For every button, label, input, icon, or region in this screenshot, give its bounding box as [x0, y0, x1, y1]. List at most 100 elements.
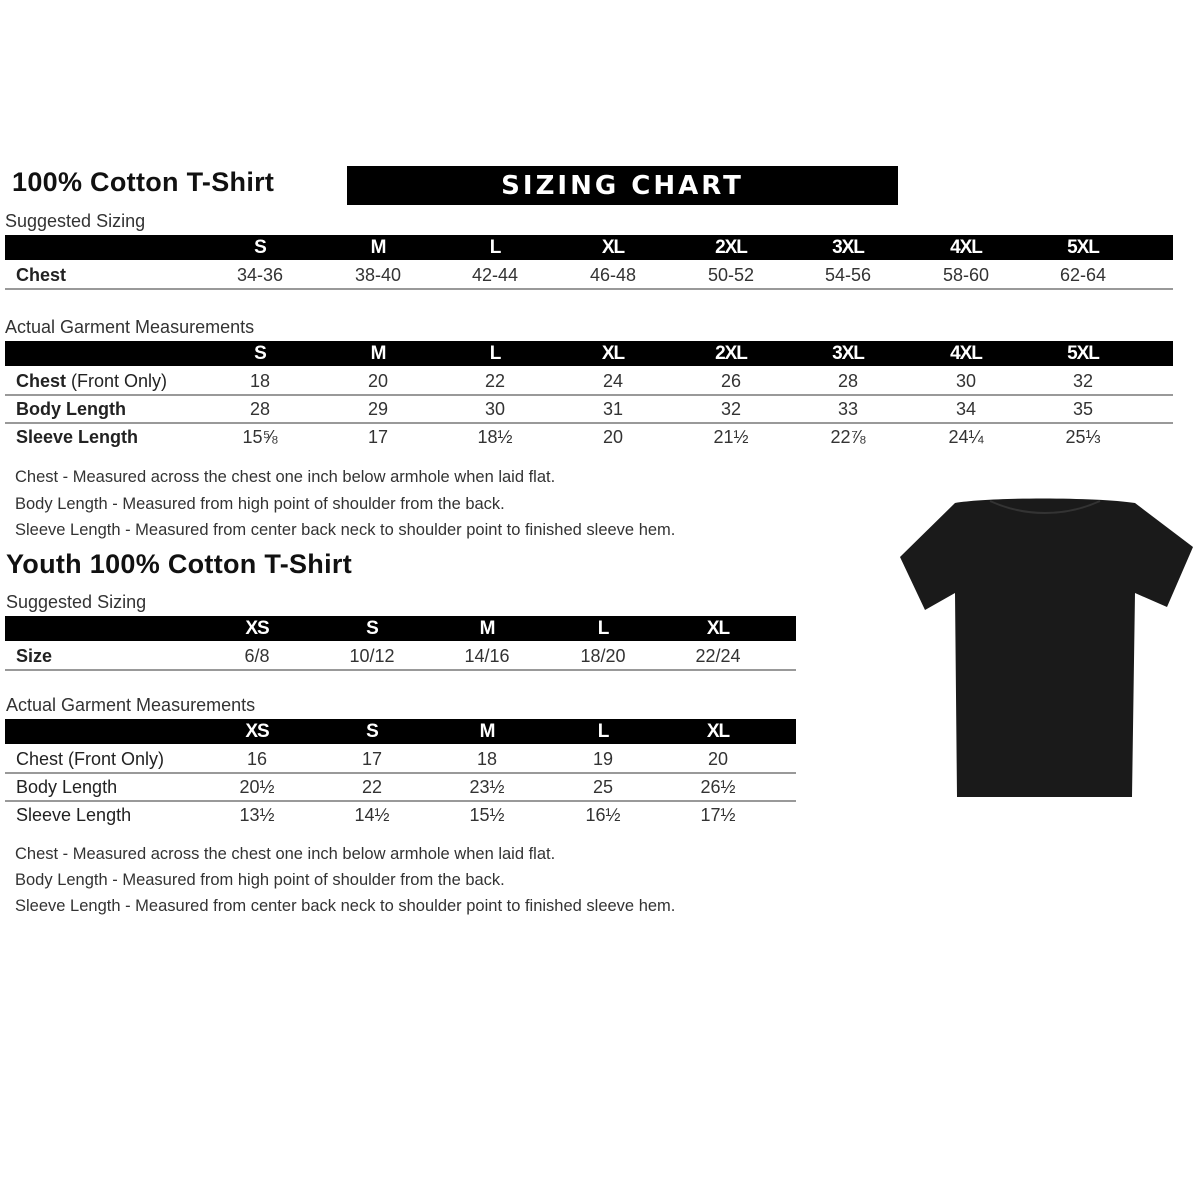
row-label-main: Chest [16, 265, 67, 285]
cell-m: 20 [367, 371, 389, 391]
adult-note-sleeve: Sleeve Length - Measured from center bac… [15, 521, 676, 539]
table-row: Chest (Front Only) 16 17 18 19 20 [5, 745, 796, 773]
cell-5xl: 35 [1072, 399, 1094, 419]
cell-xl: 46-48 [589, 265, 637, 285]
table-row: Sleeve Length 13½ 14½ 15½ 16½ 17½ [5, 801, 796, 829]
row-divider [5, 800, 796, 802]
row-label: Chest (Front Only) [16, 745, 164, 773]
row-label-detail: (Front Only) [66, 371, 168, 391]
table-row: Body Length 20½ 22 23½ 25 26½ [5, 773, 796, 801]
row-label: Chest [16, 261, 66, 289]
row-label-main: Body Length [16, 399, 126, 419]
size-header-5xl: 5XL [1067, 343, 1100, 364]
cell-3xl: 54-56 [824, 265, 872, 285]
youth-note-sleeve: Sleeve Length - Measured from center bac… [15, 897, 676, 915]
cell-s: 17 [361, 749, 383, 769]
cell-l: 18/20 [580, 646, 626, 666]
cell-4xl: 30 [955, 371, 977, 391]
table-row: Sleeve Length 15⅝ 17 18½ 20 21½ 22⅞ 24¼ 25⅓ [5, 423, 1173, 451]
cell-xs: 13½ [239, 805, 275, 825]
cell-xs: 16 [246, 749, 268, 769]
row-divider [5, 422, 1173, 424]
row-label-main: Chest [16, 371, 67, 391]
youth-suggested-label: Suggested Sizing [6, 592, 147, 612]
row-label: Size [16, 642, 52, 670]
row-label: Sleeve Length [16, 801, 131, 829]
cell-m: 18 [476, 749, 498, 769]
row-label-detail: Sleeve Length [16, 805, 132, 825]
cell-l: 30 [484, 399, 506, 419]
row-label-detail: Body Length [16, 777, 118, 797]
row-divider [5, 394, 1173, 396]
cell-m: 14/16 [464, 646, 510, 666]
cell-4xl: 34 [955, 399, 977, 419]
youth-note-body: Body Length - Measured from high point o… [15, 871, 505, 889]
size-header-l: L [489, 237, 502, 258]
cell-m: 38-40 [354, 265, 402, 285]
size-header-4xl: 4XL [950, 237, 983, 258]
tshirt-collar [989, 500, 1101, 514]
size-header-3xl: 3XL [832, 343, 865, 364]
cell-l: 18½ [477, 427, 513, 447]
cell-xl: 17½ [700, 805, 736, 825]
cell-3xl: 28 [837, 371, 859, 391]
cell-2xl: 32 [720, 399, 742, 419]
size-header-5xl: 5XL [1067, 237, 1100, 258]
size-header-m: M [370, 237, 387, 258]
cell-s: 28 [249, 399, 271, 419]
cell-l: 25 [592, 777, 614, 797]
cell-m: 15½ [469, 805, 505, 825]
size-header-l: L [597, 618, 610, 639]
cell-xl: 31 [602, 399, 624, 419]
cell-xs: 6/8 [244, 646, 270, 666]
adult-note-body: Body Length - Measured from high point o… [15, 495, 505, 513]
row-label: Body Length [16, 773, 117, 801]
size-header-2xl: 2XL [715, 237, 748, 258]
size-header-m: M [479, 618, 496, 639]
size-header-xs: XS [245, 618, 269, 639]
row-divider [5, 669, 796, 671]
cell-5xl: 25⅓ [1065, 427, 1101, 447]
table-row: Chest (Front Only) 18 20 22 24 26 28 30 32 [5, 367, 1173, 395]
tshirt-shape [900, 498, 1193, 797]
row-label-detail: Chest (Front Only) [16, 749, 165, 769]
size-header-bar: XS S M L XL [5, 719, 796, 744]
size-header-l: L [597, 721, 610, 742]
cell-s: 14½ [354, 805, 390, 825]
adult-note-chest: Chest - Measured across the chest one in… [15, 468, 556, 486]
size-header-s: S [254, 237, 267, 258]
cell-xl: 20 [602, 427, 624, 447]
size-header-4xl: 4XL [950, 343, 983, 364]
adult-suggested-label: Suggested Sizing [5, 211, 146, 231]
cell-5xl: 62-64 [1059, 265, 1107, 285]
adult-actual-label: Actual Garment Measurements [5, 317, 255, 337]
table-row: Chest 34-36 38-40 42-44 46-48 50-52 54-56 58-60… [5, 261, 1173, 289]
adult-title: 100% Cotton T-Shirt [12, 167, 275, 197]
row-label-main: Sleeve Length [16, 427, 139, 447]
size-header-bar: S M L XL 2XL 3XL 4XL 5XL [5, 341, 1173, 366]
row-label: Chest (Front Only) [16, 367, 167, 395]
youth-actual-label: Actual Garment Measurements [6, 695, 256, 715]
cell-l: 42-44 [471, 265, 519, 285]
cell-5xl: 32 [1072, 371, 1094, 391]
cell-m: 29 [367, 399, 389, 419]
row-divider [5, 288, 1173, 290]
cell-l: 22 [484, 371, 506, 391]
size-header-m: M [479, 721, 496, 742]
row-label: Body Length [16, 395, 126, 423]
youth-title: Youth 100% Cotton T-Shirt [6, 549, 352, 579]
size-header-s: S [366, 618, 379, 639]
size-header-xl: XL [601, 343, 625, 364]
cell-s: 22 [361, 777, 383, 797]
size-header-m: M [370, 343, 387, 364]
cell-s: 15⅝ [242, 427, 278, 447]
sizing-chart-banner: SIZING CHART [347, 166, 898, 205]
cell-4xl: 24¼ [948, 427, 984, 447]
size-header-bar: XS S M L XL [5, 616, 796, 641]
cell-m: 17 [367, 427, 389, 447]
size-header-xl: XL [601, 237, 625, 258]
cell-s: 18 [249, 371, 271, 391]
size-header-s: S [366, 721, 379, 742]
size-header-2xl: 2XL [715, 343, 748, 364]
cell-2xl: 26 [720, 371, 742, 391]
